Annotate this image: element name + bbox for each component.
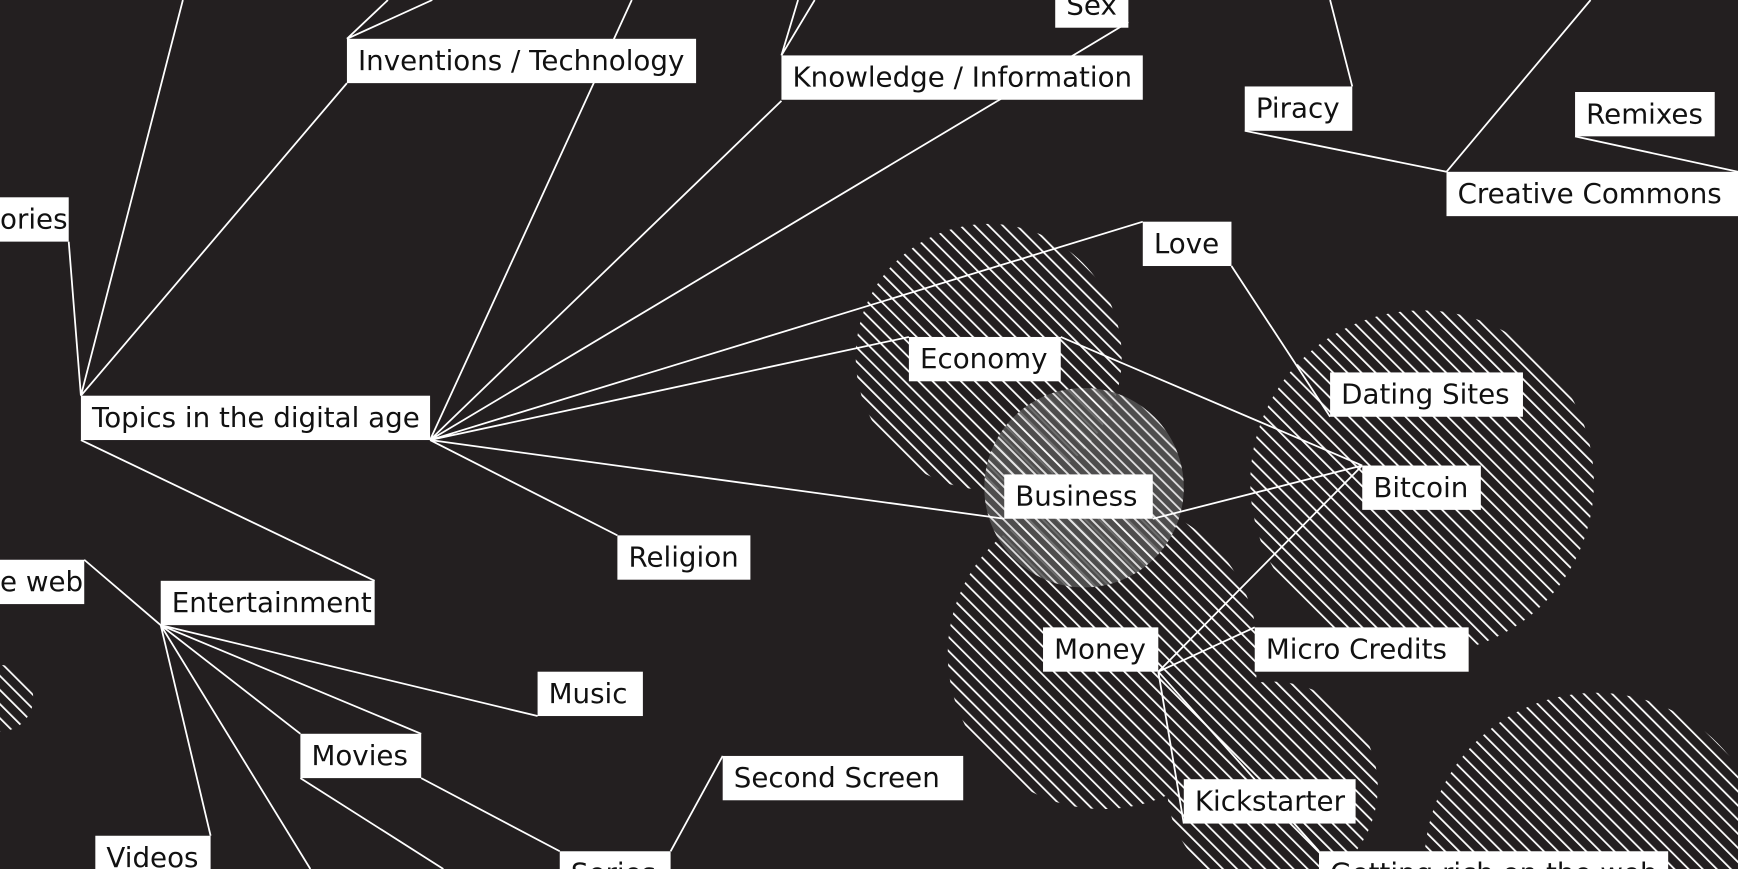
topic-label: Knowledge / Information (793, 61, 1133, 94)
topic-node: Money (1043, 627, 1159, 672)
topic-node: Knowledge / Information (781, 55, 1143, 100)
topic-node: Business (1004, 474, 1153, 519)
label-box (1575, 91, 1715, 137)
topic-label: Economy (920, 342, 1048, 375)
topic-label: Religion (628, 541, 738, 574)
topic-label: Entertainment (172, 586, 372, 619)
label-box (1254, 627, 1469, 672)
link (83, 559, 724, 869)
topic-node: Economy (908, 336, 1061, 382)
topic-label: Bitcoin (1373, 471, 1468, 504)
topic-node: Inventions / Technology (346, 38, 697, 84)
topic-label: Money (1054, 633, 1146, 666)
topic-label: Topics in the digital age (91, 401, 420, 434)
topic-node: Micro Credits (1254, 627, 1469, 672)
topic-node: Dating Sites (1330, 372, 1523, 417)
label-box (1244, 86, 1353, 131)
topic-label: Movies (311, 739, 407, 772)
topic-node: Sex (1055, 0, 1129, 28)
topic-label: Business (1015, 480, 1137, 513)
label-box (1183, 779, 1356, 824)
label-box (1043, 627, 1159, 672)
topic-label: e web (0, 565, 83, 598)
label-box (1055, 0, 1129, 28)
label-box (0, 197, 69, 242)
topic-node: Bitcoin (1362, 465, 1481, 510)
label-box (1362, 465, 1481, 510)
topic-label: Kickstarter (1195, 784, 1346, 817)
topic-node: Movies (300, 733, 422, 779)
topic-node: ories (0, 197, 69, 242)
label-box (346, 38, 697, 84)
topic-node: Topics in the digital age (80, 395, 431, 441)
label-box (0, 559, 85, 605)
topic-node: Creative Commons (1446, 171, 1738, 217)
topic-node: Second Screen (722, 755, 964, 801)
label-box (559, 851, 671, 869)
topic-node: Piracy (1244, 86, 1353, 131)
label-box (1330, 372, 1523, 417)
topic-label: Inventions / Technology (358, 44, 684, 77)
topic-label: Videos (106, 841, 198, 869)
label-box (537, 671, 643, 717)
topic-node: Music (537, 671, 643, 717)
topic-label: Second Screen (734, 761, 940, 794)
label-box (1446, 171, 1738, 217)
topic-label: ories (0, 203, 68, 236)
topic-label: Series (571, 857, 656, 869)
topic-node: Kickstarter (1183, 779, 1356, 824)
label-box (95, 835, 211, 869)
link (1060, 265, 1363, 852)
label-box (160, 580, 375, 626)
clusters (0, 223, 1738, 869)
topic-node: Religion (617, 535, 751, 580)
topic-label: Micro Credits (1266, 633, 1447, 666)
topic-node: Remixes (1575, 91, 1715, 137)
cluster (1424, 692, 1738, 869)
topic-label: Music (549, 677, 628, 710)
label-box (1319, 851, 1669, 869)
topic-node: Series (559, 851, 671, 869)
topic-label: Dating Sites (1341, 378, 1509, 411)
link (67, 0, 433, 582)
label-box (1004, 474, 1153, 519)
cluster (0, 665, 34, 732)
topic-label: Love (1154, 227, 1219, 260)
topic-label: Remixes (1586, 97, 1703, 130)
topic-node: Videos (95, 835, 211, 869)
topic-node: e web (0, 559, 85, 605)
topic-node: Getting rich on the web (1319, 851, 1669, 869)
label-box (722, 755, 964, 801)
topic-label: Creative Commons (1458, 177, 1722, 210)
label-box (781, 55, 1143, 100)
label-box (908, 336, 1061, 382)
topic-node: Entertainment (160, 580, 375, 626)
label-box (300, 733, 422, 779)
topic-node: Love (1142, 221, 1232, 267)
topic-label: Sex (1066, 0, 1117, 22)
link (429, 0, 1144, 537)
topic-label: Piracy (1256, 92, 1340, 125)
label-box (617, 535, 751, 580)
topic-label: Getting rich on the web (1330, 857, 1657, 869)
label-box (80, 395, 431, 441)
label-box (1142, 221, 1232, 267)
